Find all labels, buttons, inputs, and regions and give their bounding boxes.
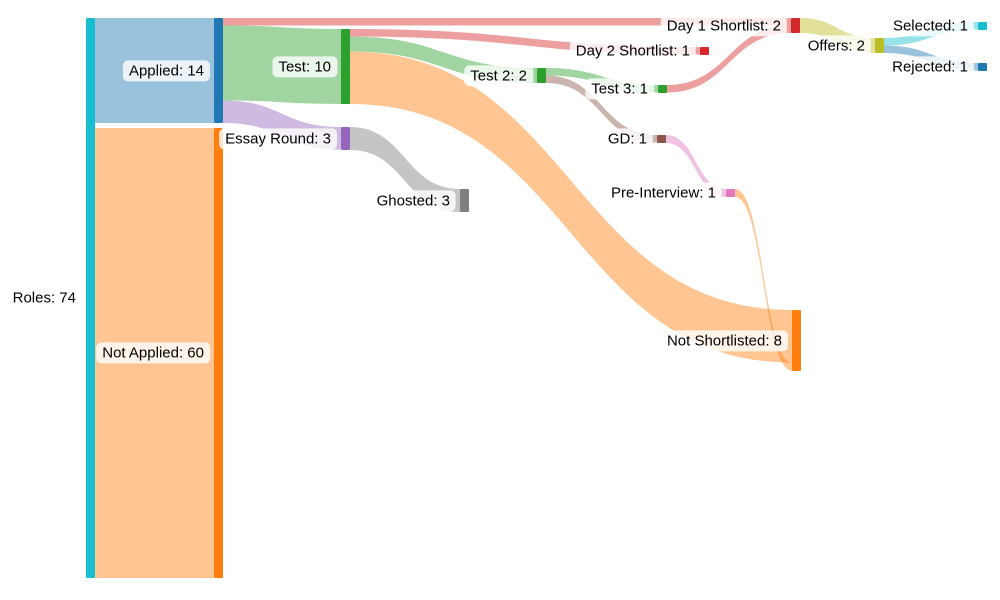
label-pre-interview: Pre-Interview: 1: [604, 182, 722, 204]
label-ghosted: Ghosted: 3: [370, 189, 456, 212]
node-gd[interactable]: [657, 135, 666, 143]
node-not-shortlisted[interactable]: [792, 310, 801, 371]
node-roles[interactable]: [86, 18, 95, 578]
node-pre-interview[interactable]: [726, 189, 735, 197]
label-not-applied: Not Applied: 60: [96, 342, 210, 364]
label-offers: Offers: 2: [801, 34, 871, 57]
label-applied: Applied: 14: [122, 59, 210, 82]
node-not-applied[interactable]: [214, 128, 223, 578]
label-day-1-shortlist: Day 1 Shortlist: 2: [660, 14, 787, 37]
label-test-2: Test 2: 2: [464, 64, 533, 87]
label-rejected: Rejected: 1: [886, 56, 974, 78]
node-day-1-shortlist[interactable]: [791, 18, 800, 33]
node-applied[interactable]: [214, 18, 223, 123]
link-test-notshort[interactable]: [350, 51, 792, 363]
link-gd-preint[interactable]: [666, 135, 726, 197]
node-offers[interactable]: [875, 38, 884, 53]
node-rejected[interactable]: [978, 63, 987, 71]
link-test3-day1[interactable]: [667, 25, 791, 93]
label-gd: GD: 1: [601, 128, 653, 150]
link-test2-gd[interactable]: [546, 75, 657, 143]
node-essay-round[interactable]: [341, 127, 350, 150]
node-selected[interactable]: [978, 22, 987, 30]
label-selected: Selected: 1: [886, 15, 974, 37]
label-essay-round: Essay Round: 3: [219, 127, 337, 150]
label-day-2-shortlist: Day 2 Shortlist: 1: [569, 40, 696, 62]
link-applied-day1[interactable]: [223, 18, 791, 26]
node-test-2[interactable]: [537, 68, 546, 83]
link-preint-notshort[interactable]: [735, 189, 792, 371]
label-test-3: Test 3: 1: [585, 78, 654, 100]
node-day-2-shortlist[interactable]: [700, 47, 709, 55]
label-test: Test: 10: [272, 55, 337, 78]
label-roles: Roles: 74: [6, 287, 82, 309]
label-not-shortlisted: Not Shortlisted: 8: [660, 329, 788, 352]
node-test[interactable]: [341, 29, 350, 104]
node-test-3[interactable]: [658, 85, 667, 93]
node-ghosted[interactable]: [460, 189, 469, 212]
